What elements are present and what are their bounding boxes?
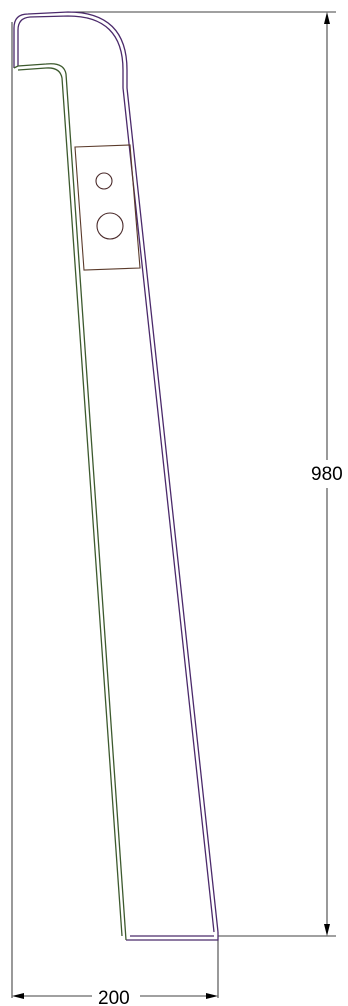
part-outline: [13, 11, 219, 941]
height-dimension-label: 980: [311, 464, 343, 485]
height-arrow-bottom: [324, 924, 330, 936]
plate-outline: [74, 144, 141, 271]
width-arrow-right: [206, 993, 218, 999]
width-dimension-label: 200: [98, 988, 130, 1006]
width-arrow-left: [12, 993, 24, 999]
outer-edge: [13, 11, 219, 933]
mounting-plate: [74, 144, 141, 271]
height-dimension: 980: [311, 12, 343, 936]
height-arrow-top: [324, 12, 330, 24]
width-dimension: 200: [12, 988, 218, 1006]
extension-lines: [11, 11, 336, 998]
small-hole: [95, 172, 113, 190]
outer-edge-inner-line: [17, 15, 215, 933]
inner-edge: [13, 63, 127, 941]
large-hole: [96, 212, 124, 240]
inner-edge-second-line: [17, 67, 123, 937]
bottom-edge: [126, 932, 219, 941]
